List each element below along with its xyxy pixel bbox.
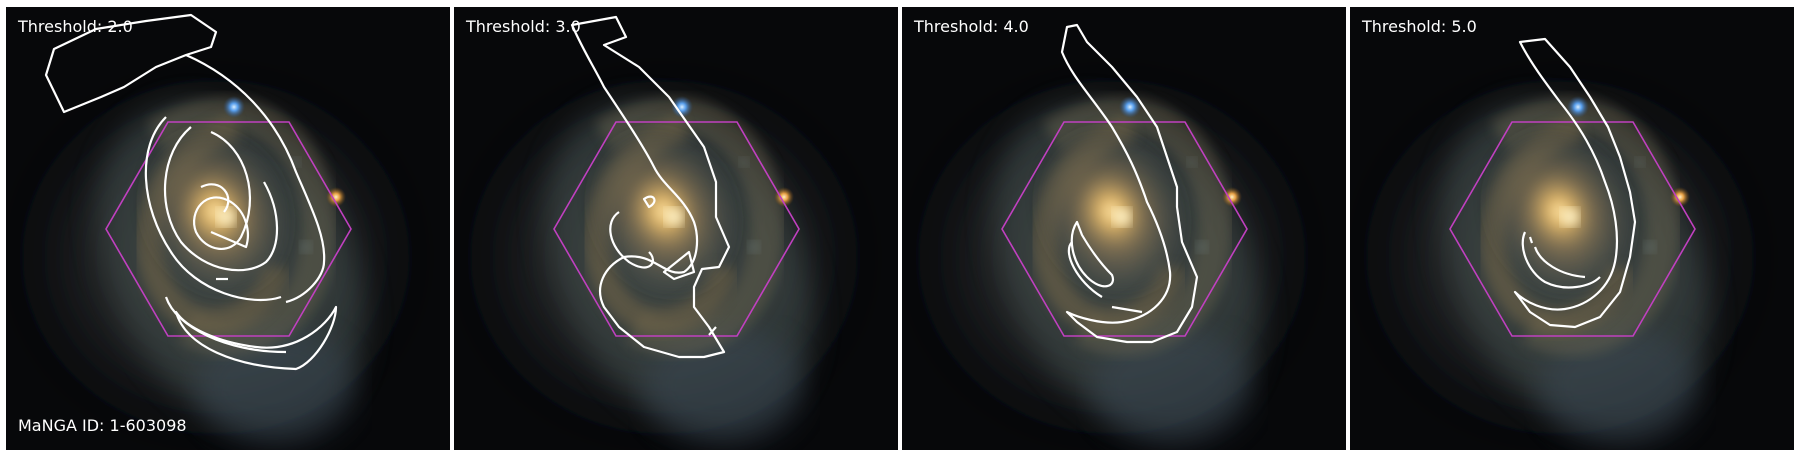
galaxy-image <box>902 7 1346 450</box>
threshold-label: Threshold: 2.0 <box>18 17 133 36</box>
threshold-label: Threshold: 3.0 <box>466 17 581 36</box>
threshold-label: Threshold: 5.0 <box>1362 17 1477 36</box>
galaxy-image <box>1350 7 1794 450</box>
panel-threshold-4: Threshold: 4.0 <box>902 7 1346 450</box>
threshold-label: Threshold: 4.0 <box>914 17 1029 36</box>
contour-lines <box>44 13 338 371</box>
contour-lines <box>1060 23 1199 344</box>
panel-threshold-5: Threshold: 5.0 <box>1350 7 1794 450</box>
galaxy-image <box>454 7 898 450</box>
panel-threshold-2: Threshold: 2.0 MaNGA ID: 1-603098 <box>6 7 450 450</box>
galaxy-image <box>6 7 450 450</box>
contour-lines <box>570 15 731 359</box>
manga-id-label: MaNGA ID: 1-603098 <box>18 416 187 435</box>
contour-lines <box>1513 37 1637 329</box>
panel-threshold-3: Threshold: 3.0 <box>454 7 898 450</box>
